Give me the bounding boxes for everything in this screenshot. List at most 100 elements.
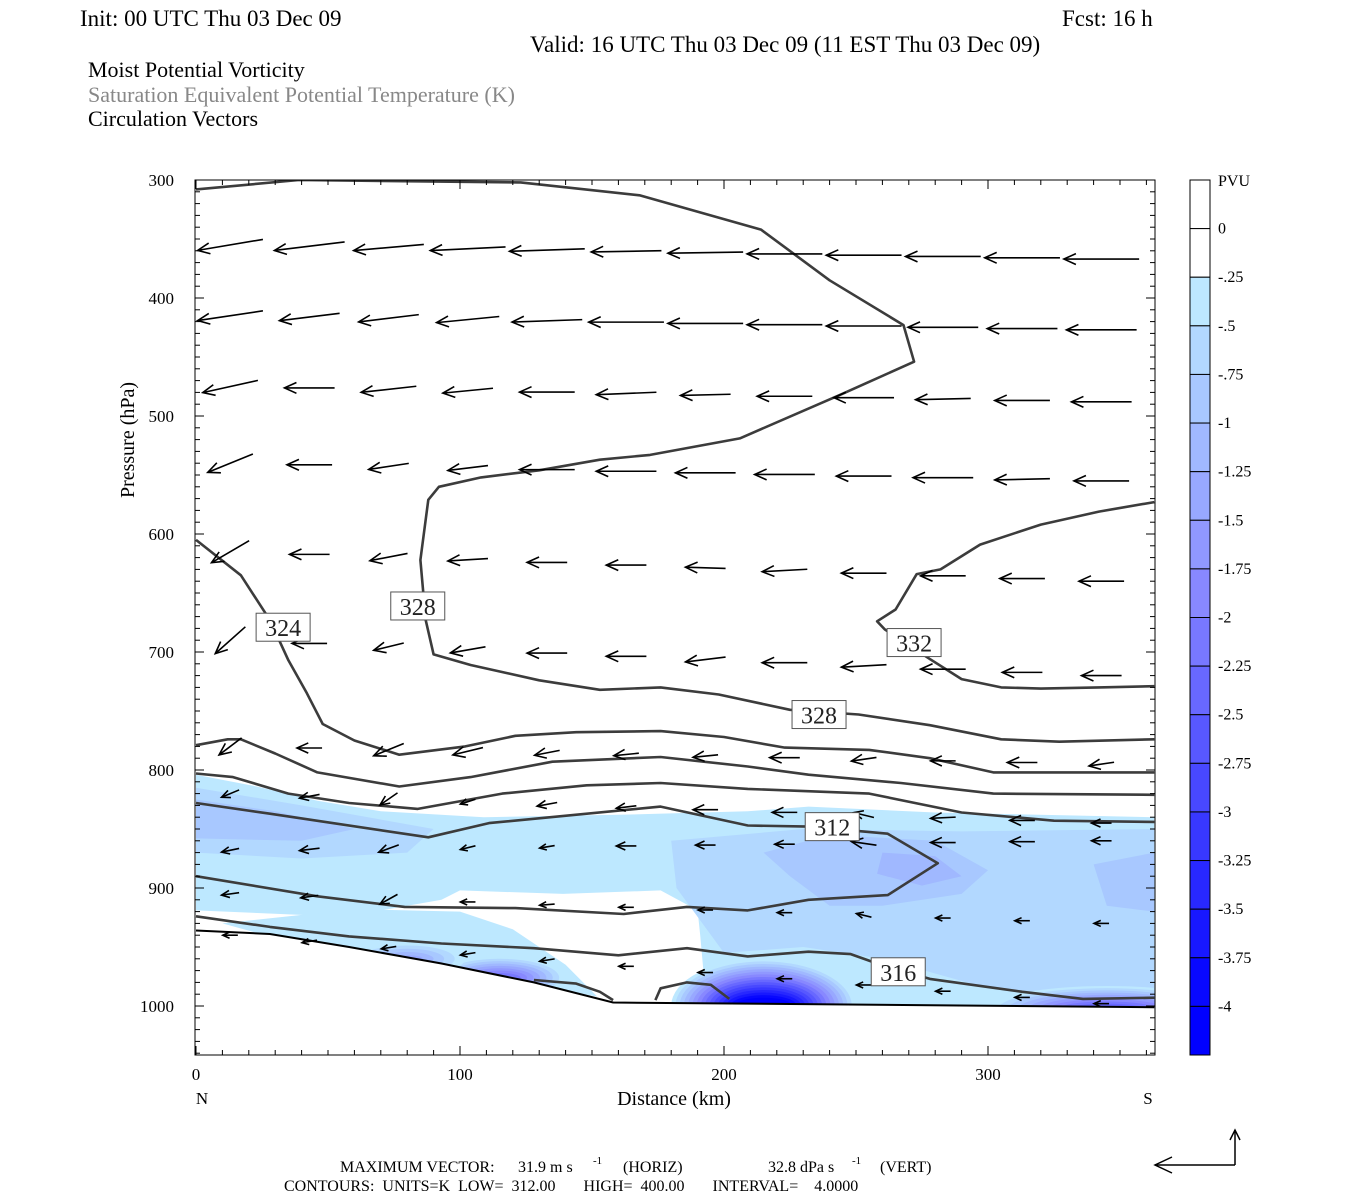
contour-label-box — [255, 612, 311, 642]
vector-arrow — [760, 656, 808, 669]
y-tick-label: 600 — [149, 525, 175, 544]
vector-arrow — [200, 379, 259, 397]
reference-vector-icon — [1153, 1128, 1241, 1174]
vector-head — [1089, 818, 1101, 828]
pv-region-5 — [763, 834, 988, 906]
vector-head — [604, 650, 619, 663]
vector-arrow — [824, 249, 902, 262]
x-tick-label: 300 — [975, 1065, 1001, 1084]
vector-arrow — [277, 312, 340, 326]
vector-head — [745, 318, 760, 331]
x-end-label-south: S — [1143, 1089, 1152, 1108]
vector-head — [752, 468, 767, 481]
vector-head — [277, 313, 293, 326]
vector-head — [918, 663, 933, 676]
vector-head — [691, 750, 706, 763]
vector-head — [678, 389, 693, 402]
vector-head — [371, 745, 387, 758]
vector-arrow — [458, 950, 476, 958]
vector-arrow — [772, 839, 795, 850]
vector-head — [458, 898, 468, 906]
vector-shaft — [197, 310, 264, 322]
vector-shaft — [447, 464, 489, 472]
vector-head — [1064, 323, 1079, 336]
vector-arrow — [604, 558, 647, 572]
contour-332-1 — [875, 500, 1155, 690]
vector-shaft — [613, 752, 639, 757]
colorbar-segment — [1189, 373, 1211, 424]
vector-arrow — [928, 812, 956, 824]
vector-arrow — [839, 567, 887, 580]
vector-head — [831, 391, 847, 404]
vector-head — [614, 841, 626, 851]
vector-head — [854, 981, 864, 989]
y-tick-label: 900 — [149, 879, 175, 898]
colorbar-segment — [1189, 276, 1211, 327]
vector-shaft — [221, 789, 240, 798]
vector-arrow — [517, 463, 575, 476]
vector-arrow — [525, 646, 568, 660]
vector-head — [300, 937, 310, 946]
vector-head — [824, 319, 839, 333]
vector-head — [928, 755, 943, 767]
x-tick-label: 0 — [192, 1065, 201, 1084]
vector-shaft — [279, 312, 340, 322]
colorbar-label: -1.25 — [1218, 464, 1251, 481]
vector-head — [1012, 916, 1022, 925]
vector-head — [525, 556, 540, 569]
vector-head — [448, 644, 464, 657]
vector-arrow — [195, 310, 264, 325]
vector-head — [1007, 814, 1022, 827]
vector-head — [906, 321, 921, 334]
vector-arrow — [295, 742, 323, 754]
colorbar-label: -1.75 — [1218, 561, 1251, 578]
field-title-mpv: Moist Potential Vorticity — [88, 57, 305, 82]
vector-arrow — [378, 792, 398, 807]
contour-label-box — [804, 812, 860, 842]
vector-arrow — [537, 900, 555, 909]
colorbar-label: -3.5 — [1218, 901, 1243, 918]
vector-head — [933, 987, 943, 995]
pv-region-7 — [877, 852, 962, 886]
colorbar-segment — [1189, 714, 1211, 764]
vector-head — [284, 458, 300, 471]
vector-shaft — [221, 847, 240, 853]
vector-head — [1061, 252, 1077, 266]
colorbar-label: 0 — [1218, 221, 1226, 238]
pv-blob-1-level-8 — [1067, 1003, 1147, 1008]
contour-label-text: 328 — [801, 704, 837, 730]
vector-head — [537, 843, 548, 851]
max-horiz-tag: (HORIZ) — [623, 1159, 683, 1176]
vector-arrow — [854, 981, 872, 989]
vector-head — [911, 471, 926, 484]
contour-316-8 — [654, 981, 731, 1001]
contour-label-box — [886, 628, 942, 658]
vector-arrow — [928, 836, 956, 849]
vector-shaft — [616, 804, 637, 810]
vector-head — [767, 751, 783, 764]
vector-head — [209, 551, 225, 564]
max-vector-legend: MAXIMUM VECTOR: 31.9 m s -1 (HORIZ) 32.8… — [340, 1155, 931, 1176]
colorbar-segment — [1189, 228, 1211, 278]
contour-label-box — [791, 700, 847, 730]
vector-arrow — [458, 798, 476, 806]
contour-label: 312 — [804, 812, 860, 842]
vector-arrow — [284, 458, 333, 471]
vector-arrow — [992, 394, 1050, 407]
colorbar-label: -3.75 — [1218, 950, 1251, 967]
vector-head — [1092, 999, 1102, 1008]
vector-head — [589, 245, 604, 258]
vector-head — [775, 908, 785, 917]
vector-arrow — [532, 747, 560, 759]
vector-arrow — [696, 968, 714, 977]
vector-head — [458, 844, 469, 852]
vector-head — [834, 469, 849, 483]
vector-arrow — [371, 742, 405, 758]
vector-head — [839, 567, 854, 580]
vector-arrow — [434, 315, 500, 328]
colorbar-label: -2.25 — [1218, 658, 1251, 675]
vector-head — [517, 385, 532, 399]
contour-label: 316 — [870, 957, 926, 987]
vector-head — [525, 646, 540, 660]
max-vert-value: 32.8 dPa s — [768, 1159, 834, 1176]
